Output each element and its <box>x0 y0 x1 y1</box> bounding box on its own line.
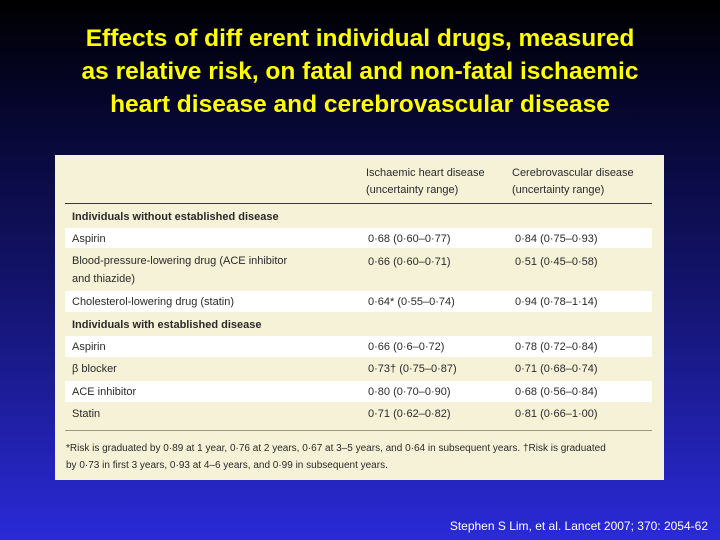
cvd-value-cell: 0·68 (0·56–0·84) <box>515 386 598 398</box>
slide-title: Effects of diff erent individual drugs, … <box>20 22 700 121</box>
col-header-ihd-line2: (uncertainty range) <box>366 184 459 196</box>
table-row-band <box>65 336 652 357</box>
drug-cell: β blocker <box>72 363 117 375</box>
drug-cell-continuation: and thiazide) <box>72 273 135 285</box>
ihd-value-cell: 0·66 (0·6–0·72) <box>368 341 445 353</box>
ihd-value-cell: 0·68 (0·60–0·77) <box>368 233 451 245</box>
drug-cell: Statin <box>72 408 101 420</box>
footnote-line-2: by 0·73 in first 3 years, 0·93 at 4–6 ye… <box>66 460 388 471</box>
cvd-value-cell: 0·71 (0·68–0·74) <box>515 363 598 375</box>
citation: Stephen S Lim, et al. Lancet 2007; 370: … <box>449 519 708 533</box>
drug-cell: ACE inhibitor <box>72 386 137 398</box>
cvd-value-cell: 0·84 (0·75–0·93) <box>515 233 598 245</box>
title-line-1: Effects of diff erent individual drugs, … <box>85 25 635 52</box>
title-line-2: as relative risk, on fatal and non-fatal… <box>81 58 639 85</box>
ihd-value-cell: 0·73† (0·75–0·87) <box>368 363 457 375</box>
section-heading-without-disease: Individuals without established disease <box>72 211 279 223</box>
cvd-value-cell: 0·78 (0·72–0·84) <box>515 341 598 353</box>
drug-cell: Blood-pressure-lowering drug (ACE inhibi… <box>72 255 288 267</box>
cvd-value-cell: 0·51 (0·45–0·58) <box>515 256 598 268</box>
drug-cell: Aspirin <box>72 233 106 245</box>
col-header-cvd-line2: (uncertainty range) <box>512 184 605 196</box>
cvd-value-cell: 0·81 (0·66–1·00) <box>515 408 598 420</box>
title-line-3: heart disease and cerebrovascular diseas… <box>110 91 610 118</box>
header-rule <box>65 203 652 204</box>
footnote-line-1: *Risk is graduated by 0·89 at 1 year, 0·… <box>66 443 606 454</box>
table-row-band <box>65 291 652 312</box>
drug-cell: Cholesterol-lowering drug (statin) <box>72 296 235 308</box>
drug-cell: Aspirin <box>72 341 106 353</box>
ihd-value-cell: 0·71 (0·62–0·82) <box>368 408 451 420</box>
table-row-band <box>65 381 652 402</box>
col-header-cvd-line1: Cerebrovascular disease <box>512 167 634 179</box>
table-row-band <box>65 228 652 248</box>
ihd-value-cell: 0·66 (0·60–0·71) <box>368 256 451 268</box>
cvd-value-cell: 0·94 (0·78–1·14) <box>515 296 598 308</box>
section-heading-with-disease: Individuals with established disease <box>72 319 262 331</box>
col-header-cvd: Cerebrovascular disease (uncertainty ran… <box>512 165 634 199</box>
table-footnote: *Risk is graduated by 0·89 at 1 year, 0·… <box>66 440 661 474</box>
ihd-value-cell: 0·80 (0·70–0·90) <box>368 386 451 398</box>
relative-risk-table: Ischaemic heart disease (uncertainty ran… <box>55 155 664 480</box>
col-header-ihd-line1: Ischaemic heart disease <box>366 167 485 179</box>
footer-rule <box>65 430 652 431</box>
ihd-value-cell: 0·64* (0·55–0·74) <box>368 296 455 308</box>
col-header-ihd: Ischaemic heart disease (uncertainty ran… <box>366 165 485 199</box>
